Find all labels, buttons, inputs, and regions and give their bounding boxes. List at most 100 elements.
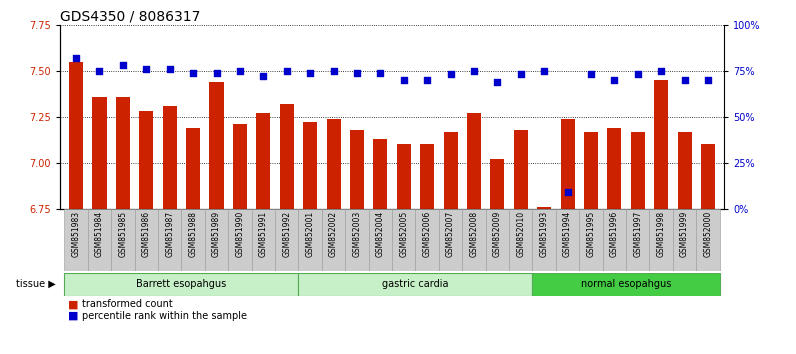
Point bbox=[514, 72, 527, 77]
Point bbox=[655, 68, 668, 74]
Text: Barrett esopahgus: Barrett esopahgus bbox=[136, 279, 227, 289]
Point bbox=[163, 66, 176, 72]
Text: GSM851983: GSM851983 bbox=[72, 211, 80, 257]
Point bbox=[140, 66, 153, 72]
Bar bbox=[392, 209, 416, 271]
Bar bbox=[69, 62, 83, 209]
Bar bbox=[279, 104, 294, 209]
Bar bbox=[209, 82, 224, 209]
Text: GDS4350 / 8086317: GDS4350 / 8086317 bbox=[60, 10, 200, 24]
Bar bbox=[416, 209, 439, 271]
Text: GSM851987: GSM851987 bbox=[166, 211, 174, 257]
Point bbox=[561, 189, 574, 195]
Text: GSM852007: GSM852007 bbox=[446, 211, 455, 257]
Bar bbox=[560, 119, 575, 209]
Bar bbox=[252, 209, 275, 271]
Text: GSM852005: GSM852005 bbox=[400, 211, 408, 257]
Point bbox=[304, 70, 317, 75]
Bar bbox=[181, 209, 205, 271]
Point bbox=[584, 72, 597, 77]
Bar bbox=[630, 132, 645, 209]
Text: GSM851991: GSM851991 bbox=[259, 211, 267, 257]
Text: GSM851998: GSM851998 bbox=[657, 211, 665, 257]
Bar bbox=[533, 209, 556, 271]
Bar bbox=[162, 106, 177, 209]
Bar bbox=[626, 209, 650, 271]
Point bbox=[467, 68, 480, 74]
Bar bbox=[677, 132, 692, 209]
Bar bbox=[579, 209, 603, 271]
Text: GSM852009: GSM852009 bbox=[493, 211, 501, 257]
Bar bbox=[326, 119, 341, 209]
Bar bbox=[116, 97, 130, 209]
Bar bbox=[350, 130, 364, 209]
Text: GSM852000: GSM852000 bbox=[704, 211, 712, 257]
Point bbox=[421, 77, 434, 83]
Bar bbox=[696, 209, 720, 271]
Text: GSM851985: GSM851985 bbox=[119, 211, 127, 257]
Bar bbox=[345, 209, 369, 271]
Point bbox=[608, 77, 621, 83]
Bar bbox=[701, 144, 715, 209]
Bar bbox=[303, 122, 317, 209]
Bar bbox=[322, 209, 345, 271]
Point bbox=[631, 72, 644, 77]
Text: GSM852001: GSM852001 bbox=[306, 211, 314, 257]
Point bbox=[374, 70, 387, 75]
Text: GSM852010: GSM852010 bbox=[517, 211, 525, 257]
Bar bbox=[92, 97, 107, 209]
Bar bbox=[369, 209, 392, 271]
Point bbox=[701, 77, 714, 83]
Bar bbox=[673, 209, 696, 271]
Point bbox=[280, 68, 293, 74]
Bar bbox=[88, 209, 111, 271]
Point bbox=[491, 79, 504, 85]
Point bbox=[678, 77, 691, 83]
Bar bbox=[556, 209, 579, 271]
Bar bbox=[537, 207, 551, 209]
Bar bbox=[654, 80, 668, 209]
Point bbox=[538, 68, 551, 74]
Text: ■: ■ bbox=[68, 299, 78, 309]
Bar bbox=[650, 209, 673, 271]
Text: GSM851986: GSM851986 bbox=[142, 211, 150, 257]
Text: GSM852006: GSM852006 bbox=[423, 211, 431, 257]
Bar bbox=[275, 209, 298, 271]
Bar bbox=[467, 113, 481, 209]
Text: GSM851988: GSM851988 bbox=[189, 211, 197, 257]
Point bbox=[444, 72, 457, 77]
Point bbox=[397, 77, 410, 83]
Bar bbox=[228, 209, 252, 271]
Bar bbox=[607, 128, 622, 209]
Text: GSM851997: GSM851997 bbox=[634, 211, 642, 257]
Text: GSM852003: GSM852003 bbox=[353, 211, 361, 257]
Point bbox=[187, 70, 200, 75]
Text: GSM851990: GSM851990 bbox=[236, 211, 244, 257]
Text: GSM851993: GSM851993 bbox=[540, 211, 548, 257]
Text: GSM851999: GSM851999 bbox=[680, 211, 689, 257]
Point bbox=[93, 68, 106, 74]
Point bbox=[210, 70, 223, 75]
Text: GSM852002: GSM852002 bbox=[329, 211, 338, 257]
Text: gastric cardia: gastric cardia bbox=[382, 279, 449, 289]
Bar bbox=[513, 130, 528, 209]
Bar bbox=[135, 209, 158, 271]
Bar bbox=[603, 209, 626, 271]
Point bbox=[327, 68, 340, 74]
Bar bbox=[509, 209, 533, 271]
Bar bbox=[420, 144, 434, 209]
Bar bbox=[396, 144, 411, 209]
Bar bbox=[443, 132, 458, 209]
Bar bbox=[139, 111, 154, 209]
Text: transformed count: transformed count bbox=[82, 299, 173, 309]
Point bbox=[70, 55, 83, 61]
Bar bbox=[462, 209, 486, 271]
Text: GSM851989: GSM851989 bbox=[212, 211, 221, 257]
Text: normal esopahgus: normal esopahgus bbox=[581, 279, 671, 289]
Text: ■: ■ bbox=[68, 311, 78, 321]
Bar bbox=[111, 209, 135, 271]
Bar bbox=[64, 209, 88, 271]
Text: GSM851992: GSM851992 bbox=[283, 211, 291, 257]
Bar bbox=[256, 113, 271, 209]
Text: GSM851994: GSM851994 bbox=[563, 211, 572, 257]
